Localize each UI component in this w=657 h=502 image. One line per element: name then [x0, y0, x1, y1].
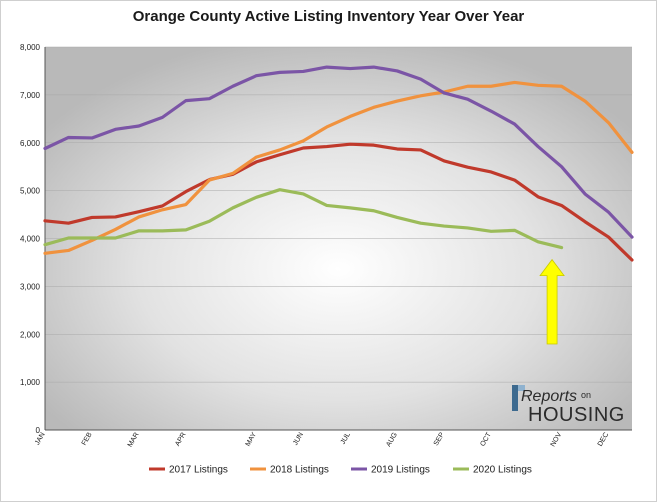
y-tick-label: 2,000	[20, 330, 41, 339]
logo-icon	[512, 385, 525, 411]
x-tick-label: JUN	[292, 432, 305, 447]
logo-on-text: on	[581, 390, 591, 400]
legend-label: 2018 Listings	[270, 465, 329, 476]
y-tick-label: 5,000	[20, 187, 41, 196]
x-tick-label: DEC	[597, 432, 610, 448]
y-tick-label: 7,000	[20, 91, 41, 100]
series-line-2019-listings	[43, 65, 634, 239]
series-line-2017-listings	[43, 142, 634, 262]
yellow-arrow	[539, 258, 565, 345]
legend-label: 2017 Listings	[169, 465, 228, 476]
x-tick-label: SEP	[433, 431, 446, 447]
x-tick-label: AUG	[385, 432, 399, 449]
y-tick-label: 3,000	[20, 282, 41, 291]
x-tick-label: NOV	[550, 431, 564, 448]
series-line-2018-listings	[43, 80, 634, 255]
legend: 2017 Listings 2018 Listings 2019 Listings 2…	[149, 465, 532, 476]
logo-housing-text: HOUSING	[528, 404, 625, 426]
reports-on-housing-logo: Reports on HOUSING	[512, 385, 625, 426]
series-line-2020-listings	[43, 188, 564, 250]
x-tick-label: FEB	[81, 431, 94, 447]
x-tick-label: MAR	[127, 432, 141, 449]
series-lines	[43, 65, 634, 262]
y-tick-label: 6,000	[20, 139, 41, 148]
logo-reports-text: Reports	[521, 388, 577, 405]
chart-title: Orange County Active Listing Inventory Y…	[132, 8, 525, 25]
y-tick-label: 4,000	[20, 235, 41, 244]
legend-label: 2019 Listings	[371, 465, 430, 476]
highlight-arrow	[539, 258, 565, 345]
y-tick-label: 0	[36, 426, 41, 435]
x-tick-label: JUL	[340, 431, 352, 445]
x-tick-label: MAY	[245, 431, 259, 447]
y-axis-ticks: 0 1,000 2,000 3,000 4,000 5,000 6,000 7,000 8,00…	[20, 43, 41, 435]
x-axis-ticks: JAN FEB MAR APR MAY JUN JUL AUG SEP OCT NOV DEC	[34, 431, 610, 449]
legend-label: 2020 Listings	[473, 465, 532, 476]
x-tick-label: OCT	[479, 431, 493, 448]
y-tick-label: 1,000	[20, 378, 41, 387]
x-tick-label: APR	[174, 432, 187, 448]
y-tick-label: 8,000	[20, 43, 41, 52]
